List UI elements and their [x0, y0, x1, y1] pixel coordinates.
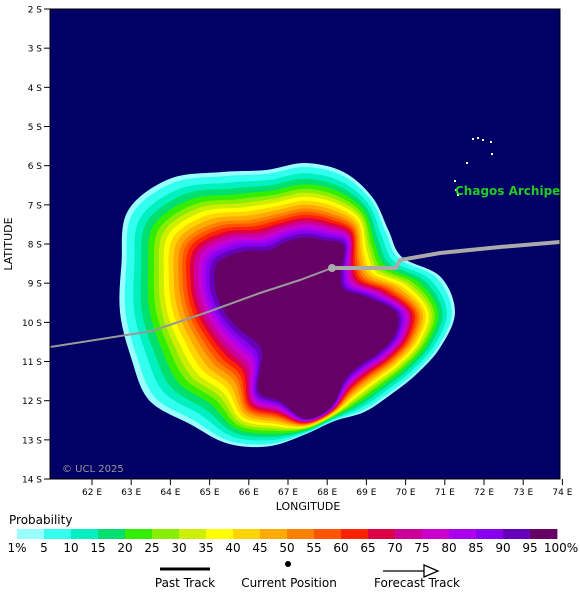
legend-swatch — [314, 529, 342, 539]
track-legend: Past Track Current Position Forecast Tra… — [155, 561, 460, 590]
lon-tick-label: 73 E — [513, 488, 533, 498]
legend-tick-label: 45 — [252, 541, 267, 555]
legend-tick-label: 95 — [522, 541, 537, 555]
legend-swatch — [71, 529, 99, 539]
latitude-axis: 2 S 3 S 4 S 5 S 6 S 7 S 8 S 9 S 10 S 11 S 12 S 13 S… — [22, 6, 50, 486]
legend-swatch — [503, 529, 531, 539]
legend-swatch — [17, 529, 45, 539]
probability-band — [214, 237, 399, 419]
probability-legend-labels: 1% 5 10 15 20 25 30 35 40 45 50 55 60 65 70 75 80 85 90 95 1… — [7, 541, 578, 555]
legend-tick-label: 80 — [441, 541, 456, 555]
legend-tick-label: 75 — [414, 541, 429, 555]
lat-tick-label: 6 S — [28, 162, 43, 172]
lat-tick-label: 12 S — [22, 397, 42, 407]
legend-swatch — [395, 529, 423, 539]
probability-legend-title: Probability — [9, 513, 72, 527]
lon-tick-label: 69 E — [356, 488, 376, 498]
legend-tick-label: 55 — [306, 541, 321, 555]
lat-tick-label: 9 S — [28, 280, 43, 290]
legend-tick-label: 50 — [279, 541, 294, 555]
legend-swatch — [44, 529, 72, 539]
lon-tick-label: 68 E — [317, 488, 337, 498]
lat-tick-label: 8 S — [28, 241, 43, 251]
lat-tick-label: 14 S — [22, 476, 42, 486]
forecast-track-line — [332, 240, 560, 270]
legend-swatch — [260, 529, 288, 539]
lat-tick-label: 4 S — [28, 84, 43, 94]
lon-tick-label: 71 E — [435, 488, 455, 498]
lat-tick-label: 3 S — [28, 45, 43, 55]
past-track-legend-label: Past Track — [155, 576, 215, 590]
latitude-axis-title: LATITUDE — [2, 217, 15, 270]
legend-swatch — [449, 529, 477, 539]
legend-tick-label: 10 — [63, 541, 78, 555]
legend-swatch — [368, 529, 396, 539]
lat-tick-label: 11 S — [22, 358, 42, 368]
legend-tick-label: 35 — [198, 541, 213, 555]
legend-tick-label: 65 — [360, 541, 375, 555]
probability-bands — [119, 162, 456, 448]
legend-swatch — [233, 529, 261, 539]
lat-tick-label: 2 S — [28, 6, 43, 16]
legend-swatch — [341, 529, 369, 539]
legend-tick-label: 85 — [468, 541, 483, 555]
lat-tick-label: 10 S — [22, 319, 42, 329]
current-position-legend-label: Current Position — [241, 576, 337, 590]
legend-swatch — [422, 529, 450, 539]
legend-tick-label: 25 — [144, 541, 159, 555]
legend-tick-label: 90 — [495, 541, 510, 555]
lon-tick-label: 67 E — [278, 488, 298, 498]
lat-tick-label: 13 S — [22, 436, 42, 446]
legend-tick-label: 70 — [387, 541, 402, 555]
legend-tick-label: 5 — [40, 541, 48, 555]
longitude-axis-title: LONGITUDE — [276, 500, 341, 513]
lon-tick-label: 66 E — [239, 488, 259, 498]
legend-tick-label: 30 — [171, 541, 186, 555]
legend-swatch — [206, 529, 234, 539]
lon-tick-label: 70 E — [396, 488, 416, 498]
lon-tick-label: 64 E — [160, 488, 180, 498]
legend-swatch — [530, 529, 558, 539]
chagos-archipelago-label: Chagos Archipe — [455, 184, 560, 198]
legend-tick-label: 1% — [7, 541, 26, 555]
legend-tick-label: 100% — [544, 541, 578, 555]
forecast-track-legend-label: Forecast Track — [374, 576, 460, 590]
current-position-legend-dot — [285, 561, 291, 567]
lon-tick-label: 63 E — [121, 488, 141, 498]
legend-swatch — [125, 529, 153, 539]
past-track-line — [50, 267, 333, 348]
legend-tick-label: 20 — [117, 541, 132, 555]
legend-swatch — [98, 529, 126, 539]
lon-tick-label: 74 E — [552, 488, 572, 498]
copyright-label: © UCL 2025 — [62, 464, 124, 475]
legend-swatch — [287, 529, 315, 539]
legend-swatch — [179, 529, 207, 539]
legend-swatch — [152, 529, 180, 539]
lon-tick-label: 72 E — [474, 488, 494, 498]
legend-swatch — [476, 529, 504, 539]
legend-tick-label: 15 — [90, 541, 105, 555]
lat-tick-label: 5 S — [28, 123, 43, 133]
longitude-axis: 62 E 63 E 64 E 65 E 66 E 67 E 68 E 69 E 70 E 71 E… — [82, 479, 573, 498]
lon-tick-label: 65 E — [200, 488, 220, 498]
lat-tick-label: 7 S — [28, 201, 43, 211]
forecast-track-legend-arrow-icon — [423, 564, 440, 578]
current-position-marker — [328, 264, 336, 272]
lon-tick-label: 62 E — [82, 488, 102, 498]
legend-tick-label: 60 — [333, 541, 348, 555]
chagos-islands — [454, 137, 493, 196]
probability-legend-bar — [17, 529, 558, 539]
legend-tick-label: 40 — [225, 541, 240, 555]
